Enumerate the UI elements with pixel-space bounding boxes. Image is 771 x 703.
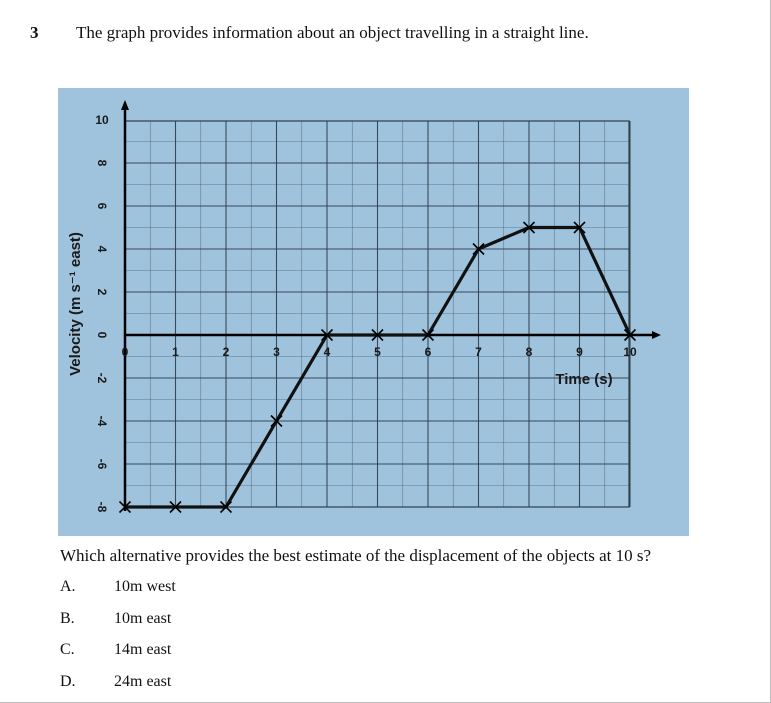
- option-a[interactable]: A. 10m west: [60, 578, 176, 596]
- data-point-marker: [573, 221, 586, 234]
- marker-stroke: [169, 500, 182, 514]
- x-tick-label: 6: [425, 345, 432, 359]
- option-letter: B.: [60, 610, 75, 627]
- x-tick-label: 7: [475, 345, 482, 359]
- y-tick-label: 2: [95, 289, 109, 296]
- data-point-marker: [522, 221, 536, 234]
- y-tick-label: 6: [95, 203, 109, 210]
- option-text: 10m west: [114, 578, 176, 595]
- y-tick-label: -6: [95, 459, 109, 470]
- question-prompt: Which alternative provides the best esti…: [60, 546, 652, 565]
- option-c[interactable]: C. 14m east: [60, 641, 171, 659]
- x-axis-label: Time (s): [555, 371, 612, 388]
- y-tick-label: -2: [95, 373, 109, 384]
- option-b[interactable]: B. 10m east: [60, 610, 171, 628]
- data-point-marker: [219, 500, 233, 514]
- marker-stroke: [320, 328, 334, 342]
- x-tick-label: 0: [122, 345, 129, 359]
- grid-lines: [124, 120, 631, 508]
- y-axis-arrow: [121, 100, 129, 110]
- marker-stroke: [623, 328, 637, 342]
- marker-stroke: [472, 242, 485, 256]
- series: [118, 221, 637, 514]
- velocity-time-chart: 0 1 2 3 4 5 6 7 8 9 10 10 8 6 4 2 0 -2 -4 -6 -8 Velocity (m …: [58, 88, 689, 536]
- tick-labels: 0 1 2 3 4 5 6 7 8 9 10 10 8 6 4 2 0 -2 -4 -6 -8: [95, 113, 637, 513]
- x-tick-label: 8: [526, 345, 533, 359]
- x-tick-label: 1: [172, 345, 179, 359]
- y-tick-label: 0: [95, 332, 109, 339]
- data-point-marker: [320, 328, 334, 342]
- option-text: 14m east: [114, 641, 172, 658]
- y-tick-label: -8: [95, 502, 109, 513]
- data-point-marker: [623, 328, 637, 342]
- question-number: 3: [30, 23, 39, 42]
- option-text: 24m east: [114, 673, 172, 690]
- x-tick-label: 9: [576, 345, 583, 359]
- data-point-marker: [472, 242, 485, 256]
- chart-background: [58, 88, 689, 536]
- option-letter: D.: [60, 673, 76, 690]
- option-text: 10m east: [114, 610, 172, 627]
- data-point-marker: [118, 500, 132, 514]
- option-letter: C.: [60, 641, 75, 658]
- x-axis-arrow: [652, 331, 661, 339]
- x-tick-label: 5: [374, 345, 381, 359]
- marker-stroke: [573, 221, 586, 234]
- x-tick-label: 3: [273, 345, 280, 359]
- data-point-marker: [421, 328, 435, 342]
- x-tick-label: 10: [623, 345, 637, 359]
- marker-stroke: [118, 500, 132, 514]
- option-d[interactable]: D. 24m east: [60, 673, 171, 691]
- x-tick-label: 4: [324, 345, 331, 359]
- x-tick-label: 2: [223, 345, 230, 359]
- y-tick-label: 10: [95, 113, 109, 127]
- y-tick-label: 4: [95, 246, 109, 253]
- data-point-marker: [371, 328, 384, 342]
- marker-stroke: [219, 500, 233, 514]
- data-point-marker: [169, 500, 182, 514]
- question-text: The graph provides information about an …: [76, 23, 589, 42]
- option-letter: A.: [60, 578, 76, 595]
- axis-labels: Velocity (m s⁻¹ east) Time (s): [67, 232, 613, 388]
- y-tick-label: 8: [95, 160, 109, 167]
- marker-stroke: [421, 328, 435, 342]
- marker-stroke: [270, 414, 283, 428]
- marker-stroke: [522, 221, 536, 234]
- y-axis-label: Velocity (m s⁻¹ east): [67, 232, 84, 376]
- data-point-marker: [270, 414, 283, 428]
- marker-stroke: [371, 328, 384, 342]
- chart-svg: 0 1 2 3 4 5 6 7 8 9 10 10 8 6 4 2 0 -2 -4 -6 -8 Velocity (m …: [58, 88, 689, 536]
- y-tick-label: -4: [95, 416, 109, 427]
